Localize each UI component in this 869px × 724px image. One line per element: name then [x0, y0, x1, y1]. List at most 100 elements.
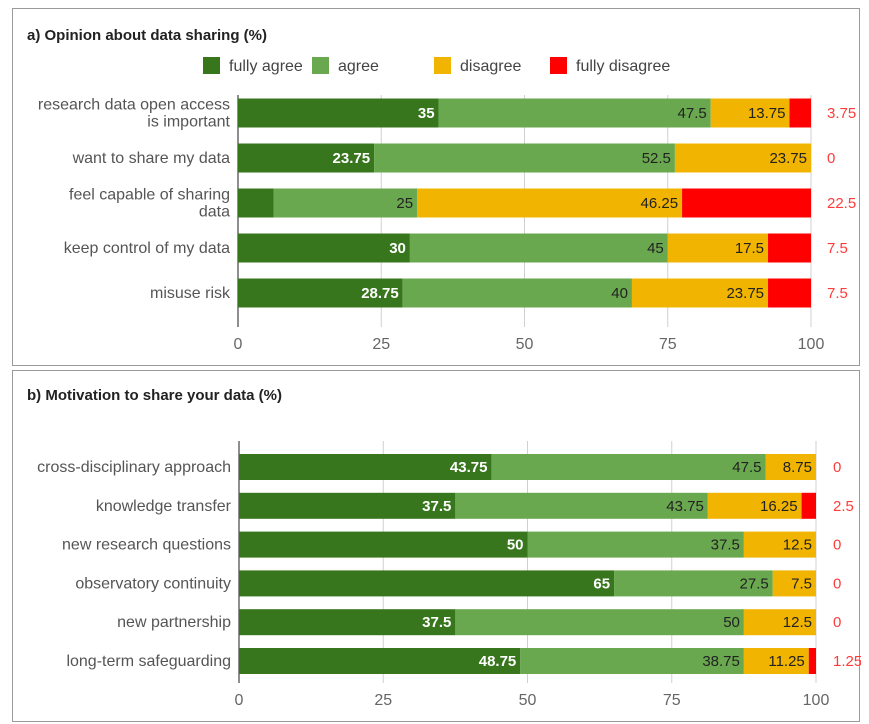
data-label-agree-4: 40 — [611, 285, 628, 302]
bar-agree-1 — [374, 143, 675, 173]
bar-disagree-0 — [710, 98, 790, 128]
data-label-fully-disagree-1: 0 — [827, 150, 835, 167]
data-label-fully-agree-1: 23.75 — [333, 150, 371, 167]
chart-title-b: b) Motivation to share your data (%) — [27, 387, 283, 404]
data-label-fully-disagree-3: 0 — [833, 575, 841, 592]
category-label-misuse-risk: misuse risk — [150, 285, 231, 302]
bar-disagree-3 — [772, 570, 816, 597]
legend-swatch-disagree — [434, 57, 451, 74]
category-label-keep-control-of-my-data: keep control of my data — [64, 240, 230, 257]
data-label-fully-agree-1: 37.5 — [422, 498, 451, 515]
bar-fully-agree-4 — [239, 609, 456, 636]
bar-disagree-4 — [743, 609, 816, 636]
category-label-new-partnership: new partnership — [117, 614, 231, 631]
chart-b: 0 25 50 75 100 cross-disciplinary approach 43.… — [37, 441, 861, 709]
bar-disagree-2 — [743, 531, 816, 558]
data-label-fully-disagree-3: 7.5 — [827, 240, 848, 257]
category-label-knowledge-transfer: knowledge transfer — [96, 498, 232, 515]
bar-disagree-3 — [667, 233, 769, 263]
bar-fully-disagree-0 — [789, 98, 811, 128]
legend-label-fully-agree: fully agree — [229, 58, 303, 75]
x-tick-label-25: 25 — [374, 692, 392, 709]
data-label-disagree-2: 46.25 — [641, 195, 679, 212]
data-label-agree-3: 45 — [647, 240, 664, 257]
data-label-disagree-3: 17.5 — [735, 240, 764, 257]
bar-fully-agree-0 — [238, 98, 439, 128]
data-label-disagree-1: 16.25 — [760, 498, 798, 515]
data-label-fully-disagree-4: 7.5 — [827, 285, 848, 302]
bar-disagree-2 — [417, 188, 683, 218]
legend-swatch-agree — [312, 57, 329, 74]
bar-fully-disagree-2 — [682, 188, 811, 218]
data-label-fully-agree-4: 37.5 — [422, 614, 451, 631]
bar-fully-agree-4 — [238, 278, 403, 308]
chart-panel-a: a) Opinion about data sharing (%) fully … — [12, 8, 860, 366]
data-label-fully-agree-5: 48.75 — [479, 653, 517, 670]
legend-label-disagree: disagree — [460, 58, 521, 75]
data-label-fully-disagree-4: 0 — [833, 614, 841, 631]
x-tick-label-75: 75 — [659, 336, 677, 353]
bar-fully-agree-2 — [238, 188, 274, 218]
x-tick-label-25: 25 — [372, 336, 390, 353]
bar-fully-disagree-3 — [768, 233, 811, 263]
x-tick-label-50: 50 — [519, 692, 537, 709]
x-tick-label-0: 0 — [235, 692, 244, 709]
data-label-fully-agree-3: 30 — [389, 240, 406, 257]
chart-panel-b: b) Motivation to share your data (%) 0 25… — [12, 370, 861, 722]
bar-fully-agree-5 — [239, 648, 521, 674]
legend-label-agree: agree — [338, 58, 379, 75]
legend-label-fully-disagree: fully disagree — [576, 58, 670, 75]
bar-fully-disagree-1 — [801, 492, 816, 519]
data-label-fully-agree-4: 28.75 — [361, 285, 399, 302]
data-label-disagree-1: 23.75 — [769, 150, 807, 167]
x-tick-label-0: 0 — [234, 336, 243, 353]
data-label-agree-0: 47.5 — [732, 459, 761, 476]
legend-swatch-fully-disagree — [550, 57, 567, 74]
bar-fully-disagree-5 — [808, 648, 816, 674]
x-tick-label-100: 100 — [803, 692, 830, 709]
x-tick-label-50: 50 — [516, 336, 534, 353]
data-label-agree-1: 43.75 — [666, 498, 704, 515]
bar-agree-3 — [409, 233, 668, 263]
data-label-disagree-4: 12.5 — [783, 614, 812, 631]
x-tick-label-75: 75 — [663, 692, 681, 709]
bar-fully-disagree-4 — [768, 278, 811, 308]
data-label-fully-disagree-2: 0 — [833, 537, 841, 554]
bar-agree-0 — [491, 454, 766, 480]
data-label-agree-4: 50 — [723, 614, 740, 631]
bar-disagree-5 — [743, 648, 809, 674]
category-label-feel-capable-of-sharing-data: feel capable of sharing data — [69, 187, 230, 221]
data-label-fully-agree-0: 35 — [418, 105, 435, 122]
bar-fully-agree-3 — [238, 233, 410, 263]
bar-fully-agree-0 — [239, 454, 492, 480]
chart-title-a: a) Opinion about data sharing (%) — [27, 27, 267, 44]
bar-disagree-1 — [707, 492, 802, 519]
data-label-disagree-0: 8.75 — [783, 459, 812, 476]
data-label-fully-disagree-2: 22.5 — [827, 195, 856, 212]
data-label-fully-disagree-5: 1.25 — [833, 653, 861, 670]
category-label-new-research-questions: new research questions — [62, 537, 231, 554]
data-label-fully-disagree-0: 3.75 — [827, 105, 856, 122]
x-tick-label-100: 100 — [798, 336, 825, 353]
bar-agree-0 — [438, 98, 711, 128]
bar-disagree-1 — [674, 143, 811, 173]
bar-fully-agree-1 — [238, 143, 375, 173]
category-label-long-term-safeguarding: long-term safeguarding — [66, 653, 231, 670]
data-label-fully-agree-0: 43.75 — [450, 459, 488, 476]
data-label-disagree-0: 13.75 — [748, 105, 786, 122]
data-label-agree-5: 38.75 — [702, 653, 740, 670]
data-label-disagree-4: 23.75 — [726, 285, 764, 302]
bar-agree-1 — [455, 492, 708, 519]
bar-agree-4 — [402, 278, 632, 308]
category-label-observatory-continuity: observatory continuity — [75, 575, 231, 592]
data-label-agree-1: 52.5 — [642, 150, 671, 167]
data-label-disagree-2: 12.5 — [783, 537, 812, 554]
category-label-cross-disciplinary-approach: cross-disciplinary approach — [37, 459, 231, 476]
data-label-agree-0: 47.5 — [678, 105, 707, 122]
bar-fully-agree-2 — [239, 531, 528, 558]
bar-agree-3 — [614, 570, 773, 597]
category-label-want-to-share-my-data: want to share my data — [72, 150, 231, 167]
data-label-disagree-5: 11.25 — [768, 653, 804, 670]
legend-swatch-fully-agree — [203, 57, 220, 74]
chart-a: fully agree agree disagree fully disagree 0 2… — [38, 57, 856, 353]
